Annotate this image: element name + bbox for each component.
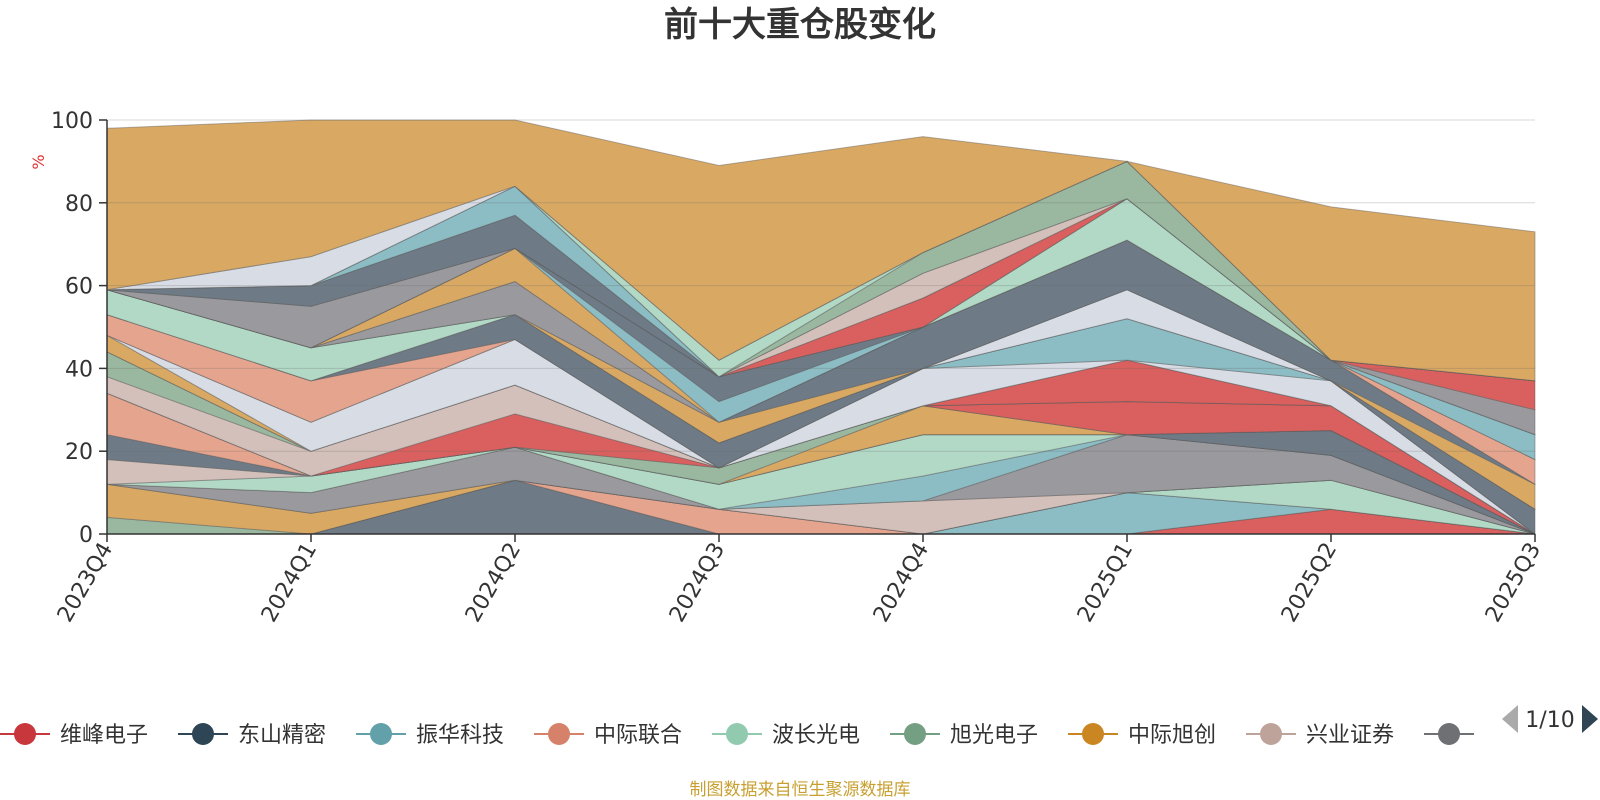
x-tick-label-3: 2024Q3: [665, 539, 730, 627]
area-series-28: [106, 289, 1536, 511]
legend-label: 维峰电子: [60, 723, 148, 748]
y-tick-label-4: 80: [65, 192, 93, 217]
legend-marker-icon: [1260, 723, 1282, 745]
legend-item-8[interactable]: 兴业证券: [1246, 723, 1394, 748]
grid-lines: [107, 119, 1535, 452]
legend-page-indicator: 1/10: [1525, 708, 1574, 733]
legend-label: 恒: [1484, 723, 1506, 748]
y-tick-label-1: 20: [65, 440, 93, 465]
x-tick-label-6: 2025Q2: [1277, 539, 1342, 627]
legend-label: 振华科技: [416, 723, 504, 748]
area-series-group: [106, 119, 1536, 536]
legend-marker-icon: [370, 723, 392, 745]
y-tick-label-2: 40: [65, 357, 93, 382]
y-tick-label-0: 0: [79, 523, 93, 548]
legend-label: 兴业证券: [1306, 723, 1394, 748]
legend-prev-icon[interactable]: [1502, 705, 1518, 733]
legend-items[interactable]: 维峰电子 东山精密 振华科技 中际联合 波长光电 旭光电子 中际旭创 兴业证券 恒: [0, 723, 1506, 748]
legend-item-2[interactable]: 东山精密: [178, 723, 326, 748]
legend-item-3[interactable]: 振华科技: [356, 723, 504, 748]
legend-marker-icon: [904, 723, 926, 745]
legend-label: 中际联合: [594, 723, 682, 748]
x-tick-label-7: 2025Q3: [1481, 539, 1546, 627]
chart-title: 前十大重仓股变化: [664, 5, 936, 45]
legend-label: 中际旭创: [1128, 723, 1216, 748]
legend-next-icon[interactable]: [1582, 705, 1598, 733]
legend-marker-icon: [1082, 723, 1104, 745]
legend-marker-icon: [14, 723, 36, 745]
y-tick-label-5: 100: [51, 109, 93, 134]
legend-item-9[interactable]: 恒: [1424, 723, 1506, 748]
legend-marker-icon: [548, 723, 570, 745]
legend-marker-icon: [726, 723, 748, 745]
x-tick-label-0: 2023Q4: [53, 539, 118, 627]
legend-item-5[interactable]: 波长光电: [712, 723, 860, 748]
legend-item-6[interactable]: 旭光电子: [890, 723, 1038, 748]
legend-item-7[interactable]: 中际旭创: [1068, 723, 1216, 748]
legend-pager[interactable]: 1/10: [1502, 705, 1598, 733]
source-footer: 制图数据来自恒生聚源数据库: [690, 780, 911, 800]
x-tick-label-2: 2024Q2: [461, 539, 526, 627]
x-tick-label-4: 2024Q4: [869, 539, 934, 627]
legend-label: 旭光电子: [950, 723, 1038, 748]
x-tick-label-5: 2025Q1: [1073, 539, 1138, 627]
legend-label: 波长光电: [772, 723, 860, 748]
legend-item-1[interactable]: 维峰电子: [0, 723, 148, 748]
area-series-44: [106, 119, 1536, 382]
legend-item-4[interactable]: 中际联合: [534, 723, 682, 748]
y-tick-label-3: 60: [65, 275, 93, 300]
legend[interactable]: 维峰电子 东山精密 振华科技 中际联合 波长光电 旭光电子 中际旭创 兴业证券 恒: [0, 723, 1506, 748]
y-axis-unit: %: [29, 154, 48, 169]
legend-label: 东山精密: [238, 723, 326, 748]
x-tick-label-1: 2024Q1: [257, 539, 322, 627]
legend-marker-icon: [192, 723, 214, 745]
legend-marker-icon: [1438, 723, 1460, 745]
